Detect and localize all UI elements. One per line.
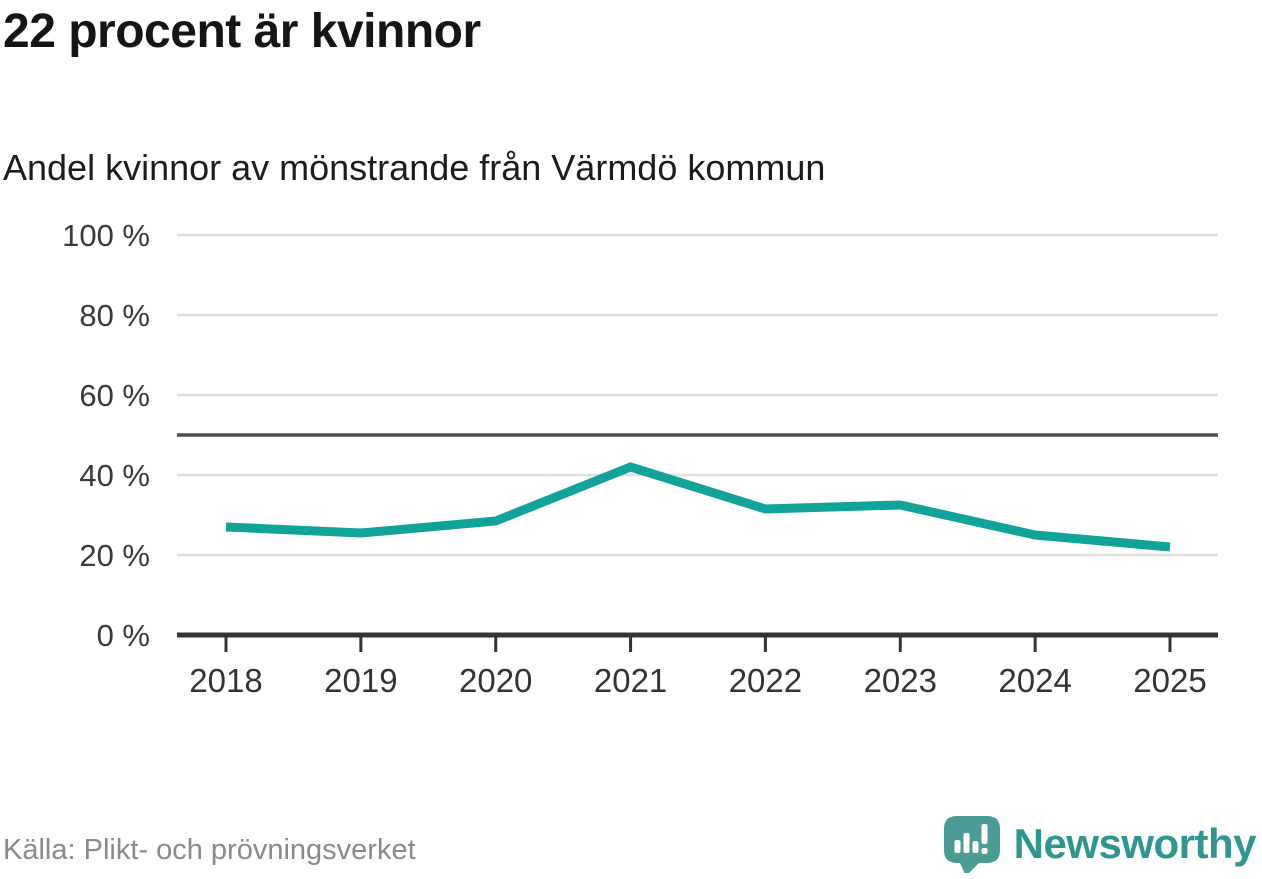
y-axis-labels: 0 % 20 % 40 % 60 % 80 % 100 %: [62, 218, 150, 653]
y-axis-label: 40 %: [79, 458, 150, 493]
y-axis-label: 0 %: [97, 618, 150, 653]
x-axis-label: 2023: [864, 662, 937, 699]
newsworthy-logo-icon: [943, 816, 1000, 873]
newsworthy-logo: Newsworthy: [943, 815, 1257, 873]
newsworthy-wordmark: Newsworthy: [1013, 820, 1257, 867]
x-axis-label: 2021: [594, 662, 667, 699]
x-axis-label: 2022: [729, 662, 802, 699]
x-axis-label: 2019: [324, 662, 397, 699]
x-axis-label: 2025: [1133, 662, 1206, 699]
headline: 22 procent är kvinnor: [3, 5, 481, 58]
y-axis-label: 80 %: [79, 298, 150, 333]
gridlines: [177, 233, 1218, 557]
x-axis-label: 2024: [998, 662, 1071, 699]
chart-subtitle: Andel kvinnor av mönstrande från Värmdö …: [3, 147, 826, 188]
y-axis-label: 20 %: [79, 538, 150, 573]
y-axis-label: 60 %: [79, 378, 150, 413]
logo-bar-chart-glyph: [954, 824, 988, 854]
data-line-share-of-women: [225, 462, 1171, 552]
x-axis-ticks: [224, 637, 1172, 652]
x-axis-labels: 2018 2019 2020 2021 2022 2023 2024 2025: [189, 662, 1206, 699]
x-axis-label: 2018: [189, 662, 262, 699]
source-caption: Källa: Plikt- och prövningsverket: [3, 834, 416, 866]
y-axis-label: 100 %: [62, 218, 150, 253]
x-axis-label: 2020: [459, 662, 532, 699]
line-chart: 0 % 20 % 40 % 60 % 80 % 100 % 2018 2019 2020 2021…: [62, 218, 1218, 699]
